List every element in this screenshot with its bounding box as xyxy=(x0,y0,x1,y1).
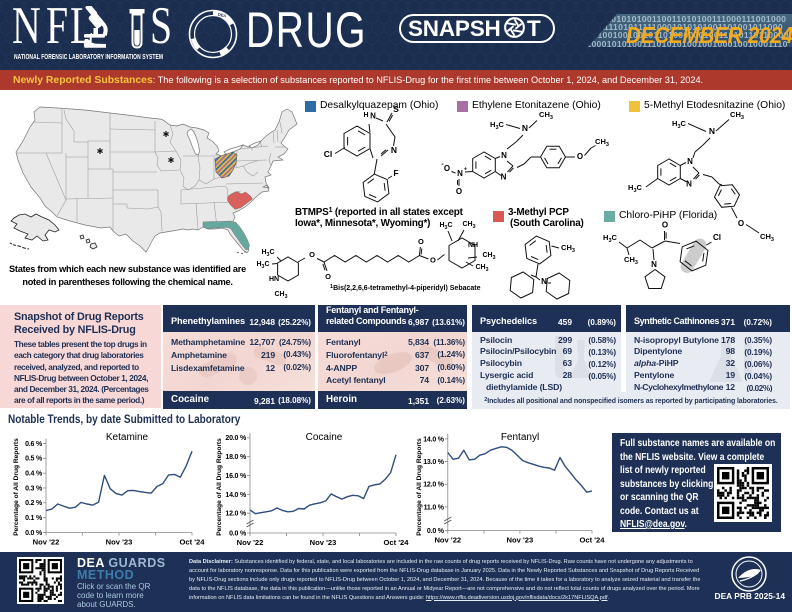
svg-text:0.5 %: 0.5 % xyxy=(25,456,43,463)
svg-text:CH3: CH3 xyxy=(624,255,638,266)
svg-text:11.0 %: 11.0 % xyxy=(424,504,445,511)
svg-text:CH3: CH3 xyxy=(475,264,488,273)
svg-text:0.4 %: 0.4 % xyxy=(25,471,43,478)
svg-text:Fentanyl: Fentanyl xyxy=(501,432,539,443)
svg-text:H: H xyxy=(363,112,368,119)
svg-text:CH3: CH3 xyxy=(462,221,475,230)
svg-text:Nov '22: Nov '22 xyxy=(434,536,461,545)
svg-text:H3C: H3C xyxy=(490,120,504,131)
svg-text:0.6 %: 0.6 % xyxy=(25,441,43,448)
svg-text:12.0 %: 12.0 % xyxy=(423,482,445,489)
svg-text:Ketamine: Ketamine xyxy=(106,432,149,443)
svg-text:N: N xyxy=(391,145,397,155)
svg-text:0.3 %: 0.3 % xyxy=(25,485,43,492)
svg-text:H3C: H3C xyxy=(439,222,452,231)
svg-text:Nov '23: Nov '23 xyxy=(507,536,534,545)
svg-text:O: O xyxy=(577,152,583,161)
svg-text:CH3: CH3 xyxy=(730,110,744,121)
svg-text:N: N xyxy=(541,277,547,286)
svg-text:Percentage of All Drug Reports: Percentage of All Drug Reports xyxy=(216,438,223,536)
svg-text:CH3: CH3 xyxy=(482,252,495,261)
svg-text:O: O xyxy=(662,221,668,230)
svg-text:H3C: H3C xyxy=(628,183,642,194)
svg-text:Nov '23: Nov '23 xyxy=(106,538,133,547)
svg-text:O: O xyxy=(309,250,315,259)
svg-text:Percentage of All Drug Reports: Percentage of All Drug Reports xyxy=(13,438,20,536)
svg-text:O: O xyxy=(418,237,424,246)
svg-text:N: N xyxy=(686,180,692,189)
svg-text:O: O xyxy=(456,187,462,196)
svg-text:S: S xyxy=(393,106,399,114)
svg-text:Oct '24: Oct '24 xyxy=(383,538,409,547)
svg-text:Cl: Cl xyxy=(713,233,721,242)
svg-text:HN: HN xyxy=(269,276,279,283)
svg-text:CH3: CH3 xyxy=(760,232,774,243)
svg-text:CH3: CH3 xyxy=(561,243,575,254)
svg-text:N: N xyxy=(651,260,657,269)
svg-text:13.0 %: 13.0 % xyxy=(423,459,445,466)
svg-text:0.0 %: 0.0 % xyxy=(229,530,247,537)
svg-text:CH3: CH3 xyxy=(539,110,553,121)
svg-text:N: N xyxy=(522,123,528,133)
svg-text:O: O xyxy=(325,272,331,281)
svg-text:Percentage of All Drug Reports: Percentage of All Drug Reports xyxy=(416,438,423,536)
svg-text:H3C: H3C xyxy=(603,233,617,244)
svg-text:DEA: DEA xyxy=(217,12,227,19)
svg-text:H3C: H3C xyxy=(261,249,274,258)
svg-text:N: N xyxy=(687,157,693,166)
svg-text:O: O xyxy=(444,164,450,173)
svg-text:18.0 %: 18.0 % xyxy=(225,454,247,461)
svg-text:NH: NH xyxy=(468,242,478,249)
svg-text:0.2 %: 0.2 % xyxy=(25,500,43,507)
svg-text:Nov '23: Nov '23 xyxy=(310,538,337,547)
svg-text:N: N xyxy=(370,112,376,121)
svg-text:H3C: H3C xyxy=(256,261,269,270)
svg-text:0.0 %: 0.0 % xyxy=(25,530,43,537)
svg-text:CH3: CH3 xyxy=(274,291,287,300)
svg-text:Cl: Cl xyxy=(324,149,333,159)
svg-text:N: N xyxy=(501,173,507,182)
svg-text:20.0 %: 20.0 % xyxy=(225,435,247,442)
svg-text:0.1 %: 0.1 % xyxy=(25,515,43,522)
svg-text:O: O xyxy=(430,256,436,265)
svg-text:16.0 %: 16.0 % xyxy=(225,473,247,480)
svg-text:Oct '24: Oct '24 xyxy=(579,536,605,545)
svg-text:Cocaine: Cocaine xyxy=(306,432,343,443)
svg-text:12.0 %: 12.0 % xyxy=(225,511,247,518)
svg-text:Nov '22: Nov '22 xyxy=(237,538,264,547)
svg-text:N: N xyxy=(709,126,715,136)
svg-text:14.0 %: 14.0 % xyxy=(423,436,445,443)
svg-text:H3C: H3C xyxy=(672,119,686,130)
svg-text:F: F xyxy=(393,168,398,178)
svg-text:N: N xyxy=(501,151,507,160)
svg-text:CH3: CH3 xyxy=(595,137,609,148)
svg-text:Oct '24: Oct '24 xyxy=(179,538,205,547)
svg-text:N: N xyxy=(457,169,463,178)
svg-text:0.0 %: 0.0 % xyxy=(427,528,445,535)
svg-text:Nov '22: Nov '22 xyxy=(33,538,60,547)
svg-text:+: + xyxy=(464,167,467,173)
svg-text:-: - xyxy=(441,161,444,168)
svg-text:14.0 %: 14.0 % xyxy=(225,492,247,499)
svg-text:O: O xyxy=(738,219,744,228)
